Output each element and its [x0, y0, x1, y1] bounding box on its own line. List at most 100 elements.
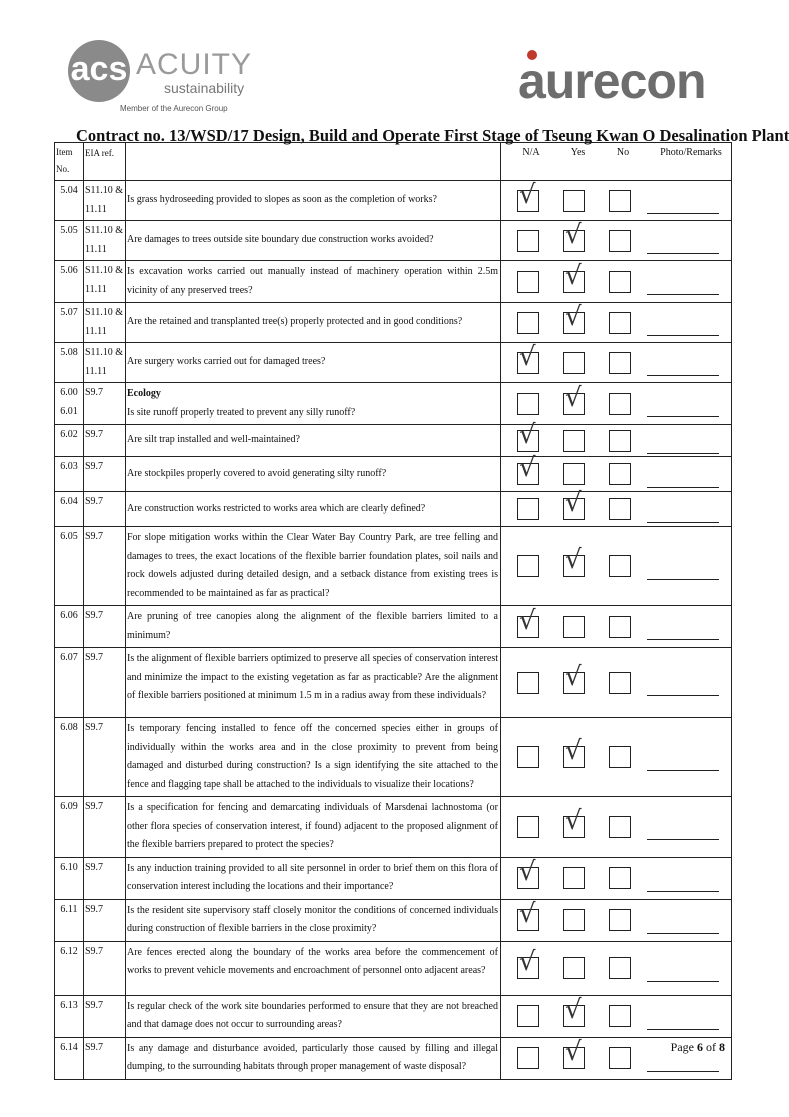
- checkbox-yes[interactable]: [563, 615, 585, 638]
- checkmark-icon: √: [565, 1037, 582, 1067]
- checkbox-na[interactable]: [517, 746, 539, 768]
- remarks-field[interactable]: [647, 967, 719, 982]
- checkmark-icon: √: [565, 995, 582, 1025]
- checkbox-no[interactable]: [609, 615, 631, 638]
- question-text: Is a specification for fencing and demar…: [127, 802, 498, 850]
- checklist-row: 6.11 S9.7 Is the resident site superviso…: [54, 898, 732, 942]
- checkbox-na[interactable]: √: [517, 901, 539, 931]
- checkbox-yes[interactable]: [563, 463, 585, 485]
- remarks-field[interactable]: [647, 1015, 719, 1030]
- checkbox-yes[interactable]: [563, 429, 585, 452]
- checkbox-yes[interactable]: [563, 909, 585, 931]
- checkbox-na[interactable]: √: [517, 949, 539, 979]
- remarks-field[interactable]: [647, 625, 719, 640]
- remarks-field[interactable]: [647, 199, 719, 214]
- checkbox-na[interactable]: [517, 392, 539, 415]
- checkbox-na[interactable]: [517, 270, 539, 293]
- remarks-field[interactable]: [647, 565, 719, 580]
- checkbox-na[interactable]: [517, 1005, 539, 1027]
- checkbox-yes[interactable]: √: [563, 385, 585, 415]
- checkbox-yes[interactable]: √: [563, 222, 585, 252]
- checkbox-na[interactable]: √: [517, 859, 539, 889]
- checkbox-no[interactable]: [609, 1047, 631, 1069]
- checkbox-na[interactable]: [517, 671, 539, 694]
- checkbox-no[interactable]: [609, 189, 631, 212]
- checkbox-no[interactable]: [609, 229, 631, 252]
- checkbox-yes[interactable]: √: [563, 304, 585, 334]
- checkbox-na[interactable]: √: [517, 455, 539, 485]
- remarks-field[interactable]: [647, 361, 719, 376]
- remarks-field[interactable]: [647, 508, 719, 523]
- remarks-field[interactable]: [647, 473, 719, 488]
- checkbox-yes[interactable]: [563, 867, 585, 889]
- item-number: 6.09: [54, 796, 84, 858]
- remarks-field[interactable]: [647, 877, 719, 892]
- remarks-field[interactable]: [647, 402, 719, 417]
- item-number: 6.04: [54, 491, 84, 527]
- checkbox-yes[interactable]: [563, 351, 585, 374]
- checkbox-na[interactable]: [517, 498, 539, 520]
- answer-cell: √: [500, 717, 732, 797]
- eia-ref: S9.7: [83, 994, 126, 1038]
- answer-cell: √: [500, 180, 732, 221]
- checkbox-no[interactable]: [609, 815, 631, 838]
- checkbox-yes[interactable]: [563, 189, 585, 212]
- checkbox-yes[interactable]: √: [563, 664, 585, 694]
- checkbox-na[interactable]: [517, 555, 539, 577]
- remarks-field[interactable]: [647, 919, 719, 934]
- checkbox-no[interactable]: [609, 671, 631, 694]
- checkbox-no[interactable]: [609, 270, 631, 293]
- checkbox-no[interactable]: [609, 957, 631, 979]
- checkbox-no[interactable]: [609, 909, 631, 931]
- question-cell: Is excavation works carried out manually…: [125, 260, 501, 303]
- checklist-row: 6.09 S9.7 Is a specification for fencing…: [54, 796, 732, 858]
- checkbox-no[interactable]: [609, 555, 631, 577]
- checkbox-yes[interactable]: √: [563, 997, 585, 1027]
- remarks-field[interactable]: [647, 681, 719, 696]
- checkbox-yes[interactable]: √: [563, 263, 585, 293]
- checkbox-na[interactable]: [517, 1047, 539, 1069]
- checkbox-no[interactable]: [609, 463, 631, 485]
- checklist-row: 6.13 S9.7 Is regular check of the work s…: [54, 994, 732, 1038]
- checkbox-no[interactable]: [609, 746, 631, 768]
- checklist-row: 5.05 S11.10 & 11.11 Are damages to trees…: [54, 220, 732, 261]
- checklist-row: 6.14 S9.7 Is any damage and disturbance …: [54, 1036, 732, 1080]
- item-number: 5.07: [54, 302, 84, 343]
- checkbox-na[interactable]: [517, 229, 539, 252]
- checkbox-yes[interactable]: [563, 957, 585, 979]
- checkbox-yes[interactable]: √: [563, 738, 585, 768]
- checkbox-no[interactable]: [609, 1005, 631, 1027]
- header-item: Item No.: [54, 142, 84, 181]
- remarks-field[interactable]: [647, 756, 719, 771]
- checkbox-na[interactable]: [517, 815, 539, 838]
- item-number: 5.05: [54, 220, 84, 261]
- checkbox-na[interactable]: √: [517, 182, 539, 212]
- remarks-field[interactable]: [647, 1057, 719, 1072]
- checkbox-yes[interactable]: √: [563, 808, 585, 838]
- remarks-field[interactable]: [647, 280, 719, 295]
- remarks-field[interactable]: [647, 239, 719, 254]
- header-na: N/A: [522, 147, 540, 158]
- answer-cell: √: [500, 455, 732, 492]
- question-text: Is temporary fencing installed to fence …: [127, 723, 498, 790]
- checkbox-yes[interactable]: √: [563, 1039, 585, 1069]
- remarks-field[interactable]: [647, 825, 719, 841]
- checkbox-na[interactable]: √: [517, 422, 539, 452]
- checkbox-yes[interactable]: √: [563, 547, 585, 577]
- checkbox-no[interactable]: [609, 311, 631, 334]
- question-cell: Is any damage and disturbance avoided, p…: [125, 1036, 501, 1080]
- checkbox-na[interactable]: [517, 311, 539, 334]
- checkbox-na[interactable]: √: [517, 344, 539, 374]
- remarks-field[interactable]: [647, 321, 719, 336]
- question-text: Are damages to trees outside site bounda…: [127, 234, 434, 246]
- remarks-field[interactable]: [647, 439, 719, 454]
- checkbox-no[interactable]: [609, 351, 631, 374]
- checkbox-na[interactable]: √: [517, 608, 539, 638]
- checkbox-no[interactable]: [609, 392, 631, 415]
- checkbox-no[interactable]: [609, 867, 631, 889]
- question-text: Is the alignment of flexible barriers op…: [127, 653, 498, 701]
- header-no: No: [616, 147, 630, 158]
- checkbox-no[interactable]: [609, 429, 631, 452]
- checkbox-yes[interactable]: √: [563, 490, 585, 520]
- checkbox-no[interactable]: [609, 498, 631, 520]
